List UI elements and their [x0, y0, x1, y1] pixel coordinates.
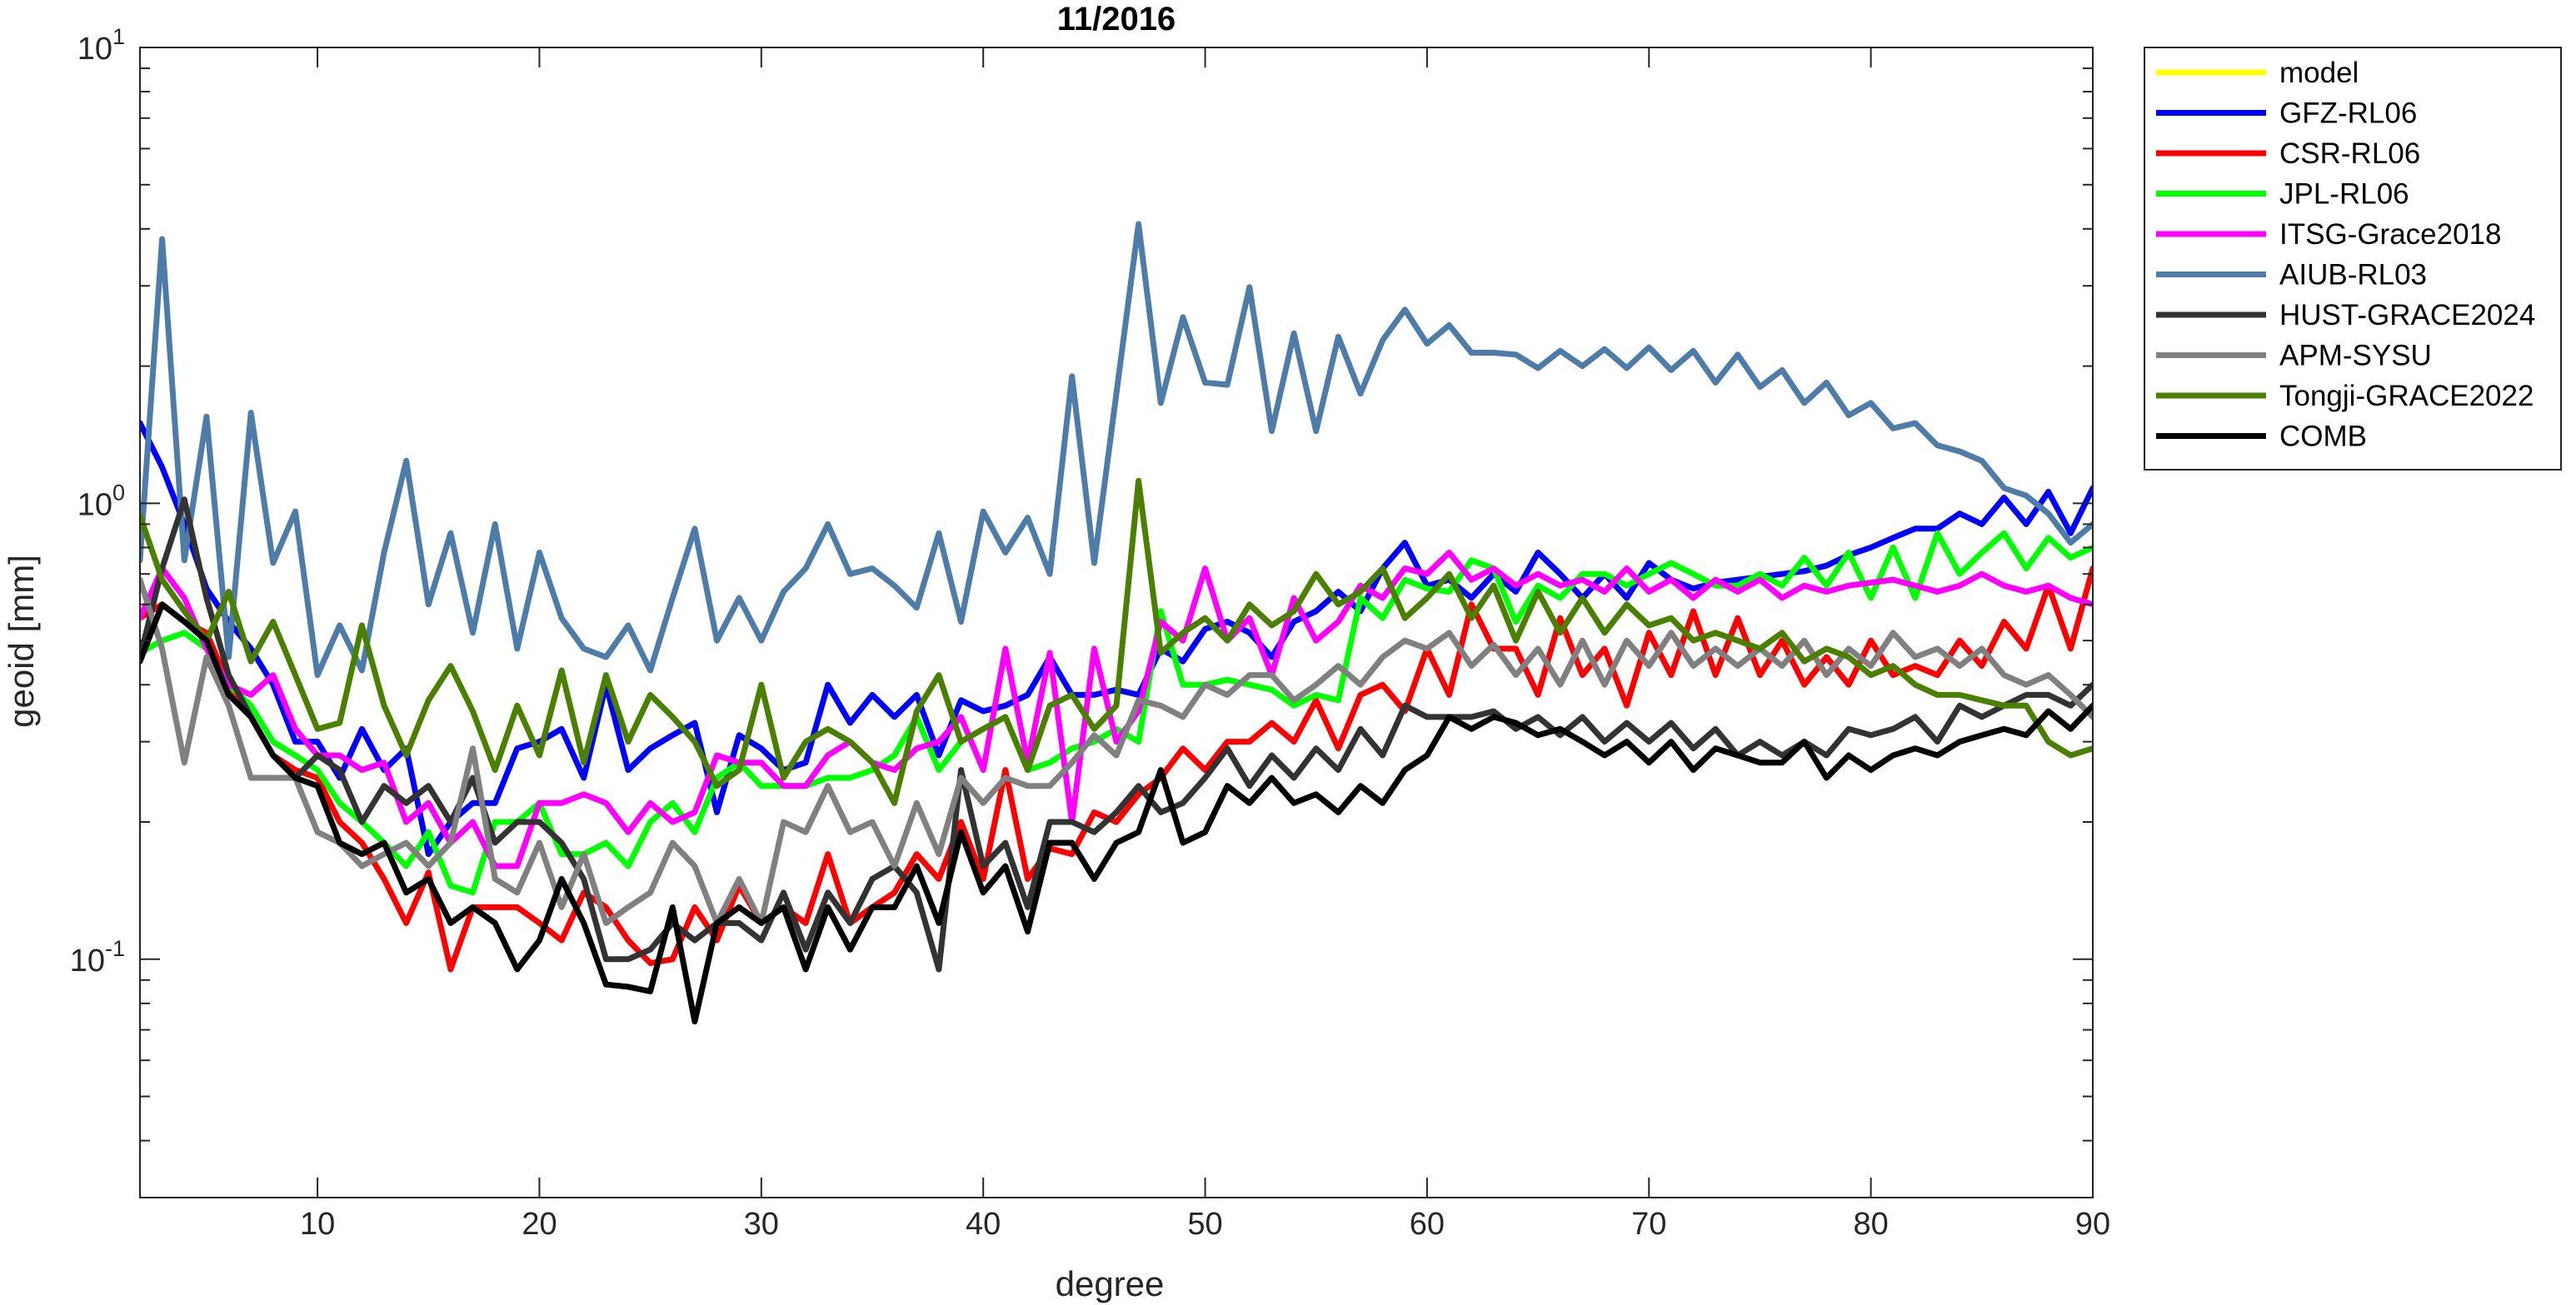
y-tick-label: 10-1: [70, 936, 125, 979]
series-lines: [140, 221, 2093, 1025]
y-tick-base: 10: [77, 32, 112, 67]
series-line-comb: [140, 601, 2093, 1025]
legend-label-apm-sysu: APM-SYSU: [2279, 340, 2432, 372]
series-line-aiub-rl03: [140, 221, 2093, 679]
legend-label-model: model: [2279, 57, 2359, 89]
legend-box: [2144, 47, 2562, 471]
y-tick-exponent: 1: [112, 24, 125, 49]
x-tick-label: 90: [2075, 1207, 2110, 1242]
series-line-apm-sysu: [140, 576, 2093, 926]
x-tick-label: 20: [522, 1207, 557, 1242]
series-line-itsg-grace2018: [140, 550, 2093, 869]
chart-title: 11/2016: [1057, 1, 1176, 37]
x-tick-label: 40: [966, 1207, 1001, 1242]
series-line-jpl-rl06: [140, 530, 2093, 896]
y-tick-label: 101: [77, 24, 125, 67]
legend-label-gfz-rl06: GFZ-RL06: [2279, 97, 2417, 130]
x-tick-label: 70: [1631, 1207, 1666, 1242]
y-axis-label: geoid [mm]: [2, 555, 41, 728]
y-tick-base: 10: [70, 944, 105, 979]
legend: model GFZ-RL06 CSR-RL06 JPL-RL06 ITSG-Grace2…: [2144, 47, 2562, 471]
x-tick-label: 30: [744, 1207, 779, 1242]
legend-label-aiub-rl03: AIUB-RL03: [2279, 259, 2427, 291]
y-tick-exponent: -1: [105, 936, 125, 961]
legend-label-jpl-rl06: JPL-RL06: [2279, 178, 2409, 211]
legend-label-itsg-grace2018: ITSG-Grace2018: [2279, 218, 2502, 251]
x-tick-label: 60: [1410, 1207, 1445, 1242]
y-tick-label: 100: [77, 480, 125, 522]
y-tick-base: 10: [77, 487, 112, 522]
legend-label-csr-rl06: CSR-RL06: [2279, 137, 2420, 170]
legend-label-comb: COMB: [2279, 421, 2367, 453]
x-tick-label: 10: [300, 1207, 335, 1242]
series-line-tongji-grace2022: [140, 477, 2093, 806]
y-tick-exponent: 0: [112, 480, 125, 505]
x-axis-label: degree: [1056, 1264, 1165, 1303]
plot-area: [140, 221, 2093, 1025]
x-tick-label: 50: [1187, 1207, 1222, 1242]
legend-label-tongji-grace2022: Tongji-GRACE2022: [2279, 380, 2534, 412]
series-line-gfz-rl06: [140, 420, 2093, 858]
x-tick-label: 80: [1853, 1207, 1888, 1242]
axes-box: [139, 47, 2094, 1198]
legend-label-hust-grace2024: HUST-GRACE2024: [2279, 299, 2535, 331]
